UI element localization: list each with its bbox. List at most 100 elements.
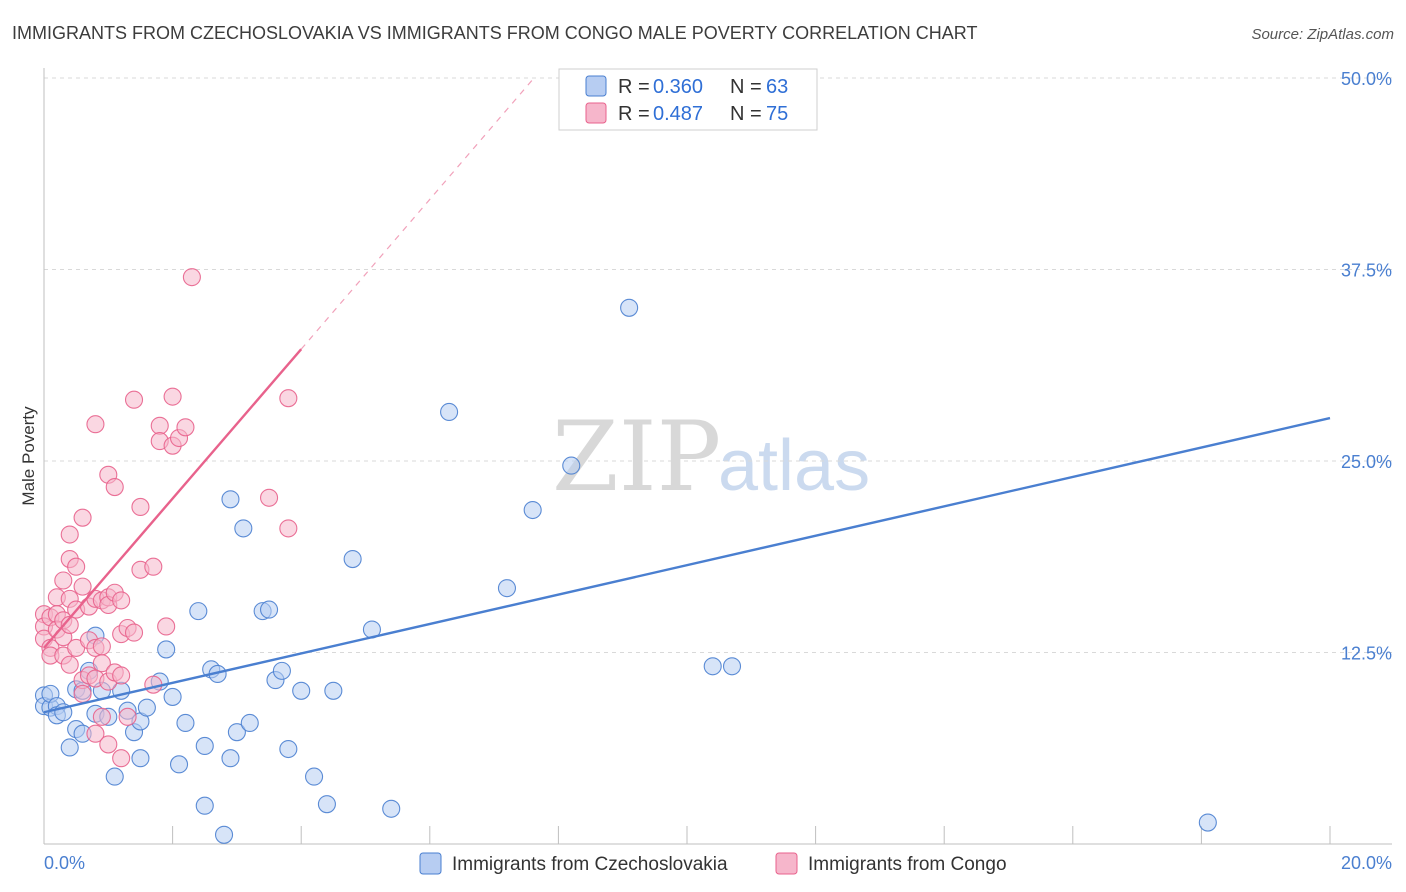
trendline-congo xyxy=(43,348,303,649)
y-tick-labels: 12.5% 25.0% 37.5% 50.0% xyxy=(1341,69,1392,664)
congo-point-22 xyxy=(73,577,92,596)
congo-point-24 xyxy=(73,684,92,703)
czechoslovakia-point-34 xyxy=(214,825,234,844)
legend-r-value-congo: 0.487 xyxy=(653,103,703,125)
czechoslovakia-point-38 xyxy=(234,519,253,538)
legend-r-value-czechoslovakia: 0.360 xyxy=(653,76,703,98)
czechoslovakia-point-44 xyxy=(279,739,298,759)
congo-point-35 xyxy=(92,637,111,656)
trendline-czechoslovakia xyxy=(43,416,1331,714)
chart-source: Source: ZipAtlas.com xyxy=(1251,26,1394,43)
x-tick-label-max: 20.0% xyxy=(1341,853,1392,873)
czechoslovakia-point-48 xyxy=(324,681,343,700)
czechoslovakia-point-30 xyxy=(195,736,214,756)
legend-r-label-czechoslovakia: R = xyxy=(618,76,650,98)
congo-point-65 xyxy=(259,488,279,507)
congo-point-14 xyxy=(60,525,79,544)
czechoslovakia-point-51 xyxy=(382,799,401,818)
y-tick-label-50: 50.0% xyxy=(1341,69,1392,89)
congo-point-41 xyxy=(99,735,118,754)
czechoslovakia-point-43 xyxy=(272,661,291,680)
bottom-legend-swatch-czechoslovakia xyxy=(419,852,442,875)
czechoslovakia-point-45 xyxy=(292,681,311,700)
congo-point-45 xyxy=(112,591,131,610)
x-tick-label-min: 0.0% xyxy=(44,853,85,873)
congo-point-59 xyxy=(157,617,176,636)
czechoslovakia-point-53 xyxy=(497,579,517,598)
y-axis-label: Male Poverty xyxy=(19,406,38,506)
congo-point-63 xyxy=(176,418,195,437)
bottom-legend: Immigrants from Czechoslovakia Immigrant… xyxy=(419,852,1007,875)
czechoslovakia-point-28 xyxy=(176,713,195,733)
legend-n-label-congo: N = xyxy=(730,103,762,125)
congo-point-36 xyxy=(92,707,111,726)
watermark-atlas: atlas xyxy=(718,426,870,506)
czechoslovakia-point-27 xyxy=(169,755,189,774)
czechoslovakia-point-37 xyxy=(227,723,246,742)
congo-point-53 xyxy=(131,497,150,517)
trendline-congo-extended xyxy=(300,79,534,350)
congo-point-28 xyxy=(86,415,105,434)
congo-point-52 xyxy=(124,623,144,642)
czechoslovakia-point-26 xyxy=(163,687,182,706)
bottom-legend-label-czechoslovakia: Immigrants from Czechoslovakia xyxy=(452,854,728,875)
czechoslovakia-point-59 xyxy=(722,657,742,676)
chart-title: IMMIGRANTS FROM CZECHOSLOVAKIA VS IMMIGR… xyxy=(12,23,977,43)
legend-r-label-congo: R = xyxy=(618,103,650,125)
congo-point-48 xyxy=(112,749,131,768)
congo-point-60 xyxy=(163,387,182,406)
czechoslovakia-point-60 xyxy=(1198,813,1217,832)
grid-layer xyxy=(44,77,1392,653)
y-tick-label-12-5: 12.5% xyxy=(1341,644,1392,664)
congo-point-51 xyxy=(124,390,144,409)
congo-point-17 xyxy=(60,655,79,674)
czechoslovakia-point-47 xyxy=(317,795,336,814)
czechoslovakia-point-29 xyxy=(189,602,208,621)
series-czechoslovakia-points xyxy=(34,91,1217,844)
czechoslovakia-point-54 xyxy=(523,500,542,520)
czechoslovakia-point-31 xyxy=(195,796,214,815)
congo-point-32 xyxy=(86,724,105,743)
czechoslovakia-point-39 xyxy=(240,713,259,733)
czechoslovakia-point-21 xyxy=(131,749,150,768)
czechoslovakia-point-7 xyxy=(60,738,79,757)
czechoslovakia-point-23 xyxy=(137,698,156,717)
czechoslovakia-point-55 xyxy=(562,456,581,475)
legend-swatch-czechoslovakia xyxy=(585,75,607,97)
czechoslovakia-point-49 xyxy=(343,549,362,569)
czechoslovakia-point-17 xyxy=(105,767,124,786)
congo-point-21 xyxy=(73,508,92,527)
congo-point-50 xyxy=(118,707,137,726)
congo-point-18 xyxy=(67,557,86,576)
czechoslovakia-point-25 xyxy=(157,640,176,659)
congo-point-64 xyxy=(182,268,201,287)
series-congo-points xyxy=(34,268,298,768)
legend-n-value-czechoslovakia: 63 xyxy=(766,76,788,98)
czechoslovakia-point-56 xyxy=(620,298,639,317)
congo-point-9 xyxy=(54,571,73,590)
czechoslovakia-point-35 xyxy=(221,749,240,768)
czechoslovakia-point-41 xyxy=(259,600,279,619)
y-tick-label-37-5: 37.5% xyxy=(1341,261,1392,281)
trendlines xyxy=(43,79,1331,714)
congo-point-47 xyxy=(112,666,131,685)
czechoslovakia-point-46 xyxy=(305,767,324,786)
legend-swatch-congo xyxy=(585,102,607,124)
legend-n-label-czechoslovakia: N = xyxy=(730,76,762,98)
watermark-zip: ZIP xyxy=(552,401,721,513)
czechoslovakia-point-58 xyxy=(703,657,722,676)
congo-point-67 xyxy=(279,389,298,408)
watermark: ZIP atlas xyxy=(552,401,870,513)
congo-point-55 xyxy=(144,557,163,576)
czechoslovakia-point-52 xyxy=(440,402,459,422)
y-tick-label-25: 25.0% xyxy=(1341,452,1392,472)
congo-point-57 xyxy=(150,416,169,435)
congo-point-66 xyxy=(279,519,298,538)
legend-n-value-congo: 75 xyxy=(766,103,788,125)
czechoslovakia-point-36 xyxy=(221,490,240,509)
bottom-legend-label-congo: Immigrants from Congo xyxy=(808,854,1007,875)
congo-point-42 xyxy=(105,477,124,497)
bottom-legend-swatch-congo xyxy=(775,852,798,875)
legend: R = 0.360 N = 63 R = 0.487 N = 75 xyxy=(558,68,818,131)
